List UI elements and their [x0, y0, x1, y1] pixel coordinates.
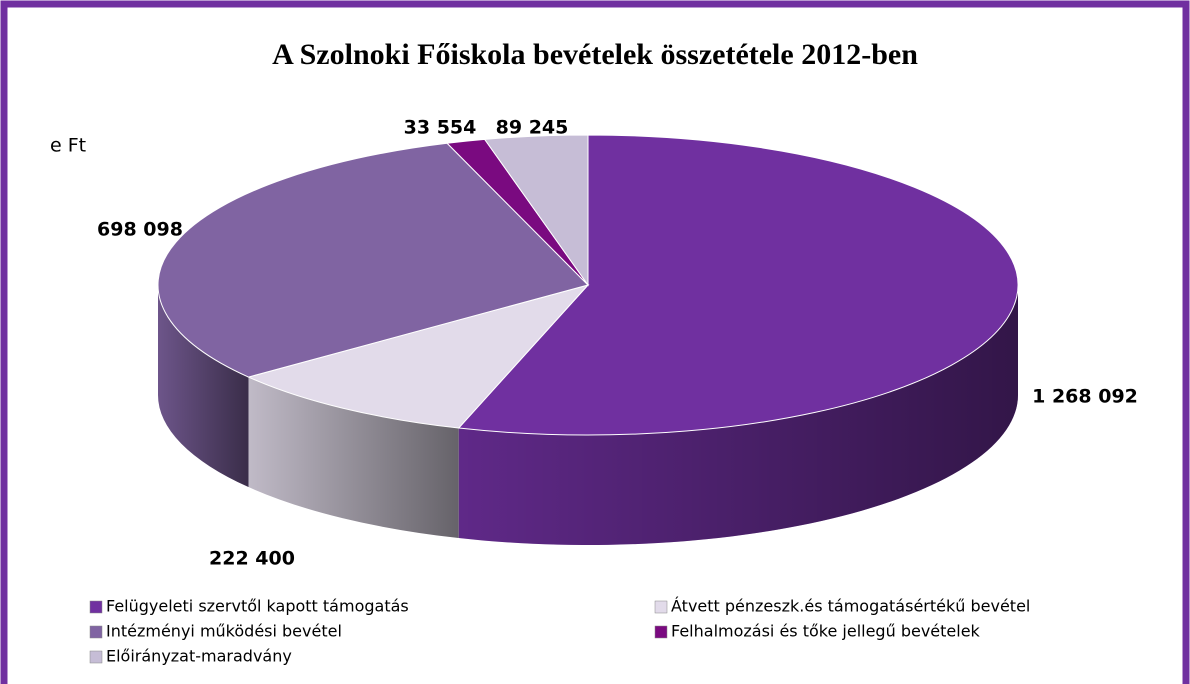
slice — [247, 284, 590, 429]
value-label: 1 268 092 — [1032, 386, 1138, 408]
chart-title: A Szolnoki Főiskola bevételek összetétel… — [272, 38, 918, 71]
legend-label: Felhalmozási és tőke jellegű bevételek — [671, 622, 981, 641]
legend-label: Átvett pénzeszk.és támogatásértékű bevét… — [671, 597, 1030, 616]
value-label: 698 098 — [97, 219, 183, 241]
value-label: 33 554 — [404, 117, 477, 139]
legend-label: Előirányzat-maradvány — [106, 647, 292, 666]
slice — [457, 134, 1019, 436]
slice-side-shade — [458, 285, 1018, 546]
value-label: 222 400 — [209, 548, 295, 570]
legend-label: Felügyeleti szervtől kapott támogatás — [106, 597, 409, 616]
legend-swatch — [654, 625, 668, 639]
slice — [157, 142, 589, 378]
slice-side-shade — [158, 285, 249, 488]
slice-side-shade — [248, 377, 459, 539]
legend-swatch — [654, 600, 668, 614]
slice — [483, 134, 589, 287]
value-label: 89 245 — [496, 117, 569, 139]
legend-swatch — [89, 625, 103, 639]
legend-swatch — [89, 600, 103, 614]
legend-label: Intézményi működési bevétel — [106, 622, 342, 641]
legend-swatch — [89, 650, 103, 664]
unit-label: e Ft — [50, 135, 86, 157]
